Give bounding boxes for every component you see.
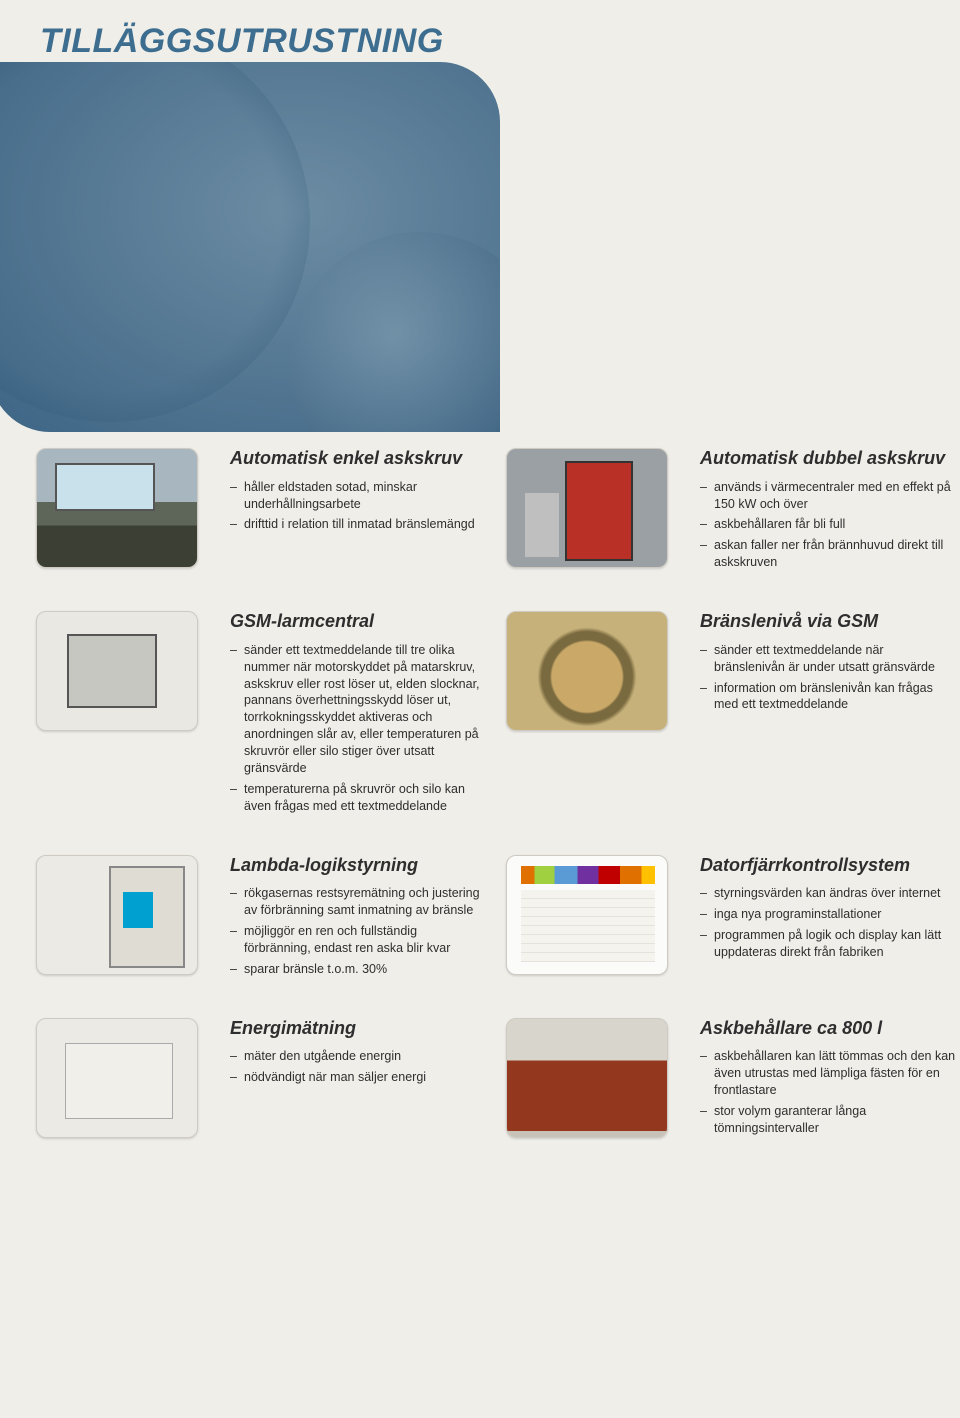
section-energy-meter: Energimätning mäter den utgående energin… (226, 1018, 486, 1141)
section-title: Automatisk enkel askskruv (230, 448, 486, 469)
section-title: Automatisk dubbel askskruv (700, 448, 956, 469)
section-auto-double-ash: Automatisk dubbel askskruv används i vär… (696, 448, 956, 575)
bullet: askbehållaren får bli full (700, 516, 956, 533)
section-title: Bränslenivå via GSM (700, 611, 956, 632)
bullet: håller eldstaden sotad, minskar underhål… (230, 479, 486, 513)
section-title: Askbehållare ca 800 l (700, 1018, 956, 1039)
row-4: Energimätning mäter den utgående energin… (0, 1018, 960, 1177)
thumb-ash-container (506, 1018, 676, 1141)
thumb-auto-single-ash (36, 448, 206, 575)
page-title: TILLÄGGSUTRUSTNING (40, 22, 444, 61)
hero-graphic (0, 62, 500, 432)
bullet: styrningsvärden kan ändras över internet (700, 885, 956, 902)
bullet: sänder ett textmeddelande när bränsleniv… (700, 642, 956, 676)
section-remote-control: Datorfjärrkontroll­system styrningsvärde… (696, 855, 956, 982)
thumb-gsm-alarm (36, 611, 206, 818)
bullet-list: rökgasernas restsyremätning och justerin… (230, 885, 486, 977)
hero-notch (440, 0, 510, 70)
row-1: Automatisk enkel askskruv håller eldstad… (0, 448, 960, 611)
section-title: Energimätning (230, 1018, 486, 1039)
section-title: Datorfjärrkontroll­system (700, 855, 956, 876)
bullet-list: styrningsvärden kan ändras över internet… (700, 885, 956, 961)
bullet: används i värmecentraler med en effekt p… (700, 479, 956, 513)
thumb-auto-double-ash (506, 448, 676, 575)
bullet: sparar bränsle t.o.m. 30% (230, 961, 486, 978)
thumb-energy-meter (36, 1018, 206, 1141)
row-3: Lambda-logikstyrning rökgasernas restsyr… (0, 855, 960, 1018)
bullet-list: håller eldstaden sotad, minskar underhål… (230, 479, 486, 534)
bullet: inga nya programinstallationer (700, 906, 956, 923)
thumb-lambda (36, 855, 206, 982)
bullet-list: används i värmecentraler med en effekt p… (700, 479, 956, 571)
bullet: mäter den utgående energin (230, 1048, 486, 1065)
section-title: GSM-larmcentral (230, 611, 486, 632)
bullet: möjliggör en ren och fullständig förbrän… (230, 923, 486, 957)
section-title: Lambda-logikstyrning (230, 855, 486, 876)
bullet: stor volym garanterar långa tömningsinte… (700, 1103, 956, 1137)
bullet-list: sänder ett textmeddelande till tre olika… (230, 642, 486, 815)
bullet: drifttid i relation till inmatad bränsle… (230, 516, 486, 533)
bullet: rökgasernas restsyremätning och justerin… (230, 885, 486, 919)
thumb-remote-control (506, 855, 676, 982)
thumb-fuel-level-gsm (506, 611, 676, 818)
bullet-list: sänder ett textmeddelande när bränsleniv… (700, 642, 956, 714)
bullet: programmen på logik och display kan lätt… (700, 927, 956, 961)
section-auto-single-ash: Automatisk enkel askskruv håller eldstad… (226, 448, 486, 575)
bullet-list: mäter den utgående energin nödvändigt nä… (230, 1048, 486, 1086)
bullet: nödvändigt när man säljer energi (230, 1069, 486, 1086)
bullet: askbehållaren kan lätt tömmas och den ka… (700, 1048, 956, 1099)
bullet-list: askbehållaren kan lätt tömmas och den ka… (700, 1048, 956, 1136)
section-lambda: Lambda-logikstyrning rökgasernas restsyr… (226, 855, 486, 982)
bullet: temperaturerna på skruvrör och silo kan … (230, 781, 486, 815)
bullet: information om bränslenivån kan frågas m… (700, 680, 956, 714)
section-fuel-level-gsm: Bränslenivå via GSM sänder ett textmedde… (696, 611, 956, 818)
section-gsm-alarm: GSM-larmcentral sänder ett textmeddeland… (226, 611, 486, 818)
bullet: askan faller ner från brännhuvud direkt … (700, 537, 956, 571)
section-ash-container: Askbehållare ca 800 l askbehållaren kan … (696, 1018, 956, 1141)
row-2: GSM-larmcentral sänder ett textmeddeland… (0, 611, 960, 854)
bullet: sänder ett textmeddelande till tre olika… (230, 642, 486, 777)
